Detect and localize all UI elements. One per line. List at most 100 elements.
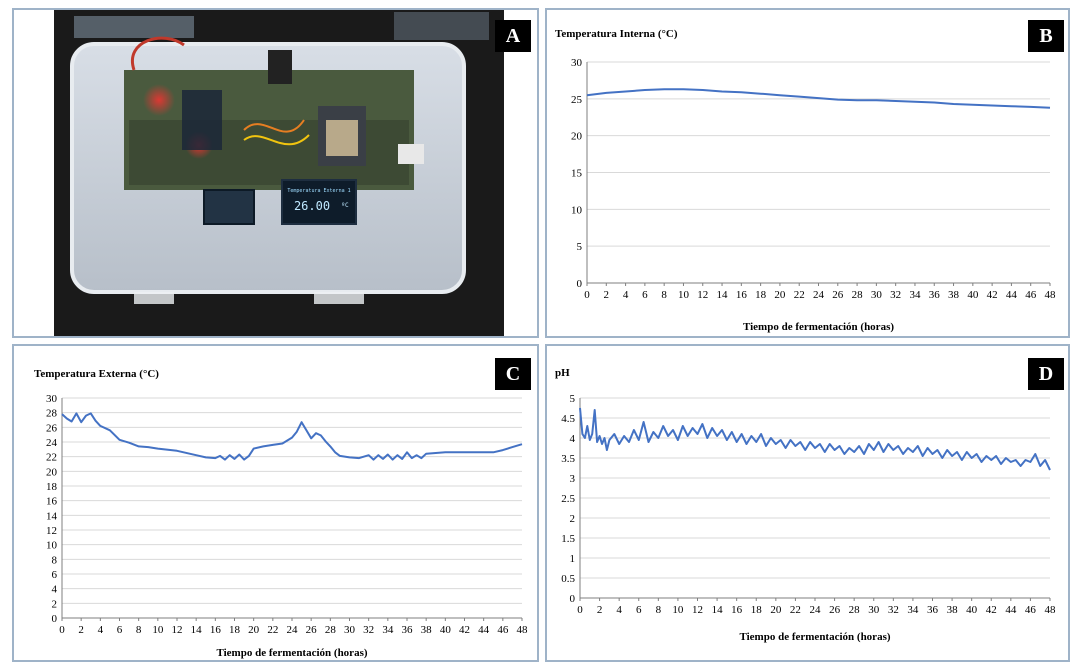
x-tick-label: 22 <box>267 624 278 636</box>
x-tick-label: 34 <box>909 289 921 301</box>
oled-display-off <box>203 189 255 225</box>
x-tick-label: 44 <box>1006 289 1018 301</box>
x-axis-label: Tiempo de fermentación (horas) <box>739 631 890 643</box>
y-tick-label: 30 <box>46 393 58 405</box>
series-line-d <box>579 407 1051 471</box>
orange-wire <box>243 119 305 133</box>
panel-b-chart: Temperatura Interna (°C) 0 5 10 15 20 25 30 0 2 4 6… <box>545 8 1070 338</box>
y-tick-label: 10 <box>571 204 583 216</box>
x-tick-label: 42 <box>459 624 470 636</box>
x-tick-label: 26 <box>306 624 318 636</box>
y-tick-label: 5 <box>577 241 583 253</box>
x-tick-label: 38 <box>948 289 960 301</box>
x-tick-label: 30 <box>871 289 883 301</box>
oled-display-on <box>281 179 357 225</box>
y-tick-label: 18 <box>46 481 58 493</box>
y-tick-label: 4.5 <box>561 413 575 425</box>
y-tick-label: 4 <box>570 433 576 445</box>
x-tick-label: 2 <box>78 624 84 636</box>
panel-c-chart: Temperatura Externa (°C) 0 2 4 6 8 10 12 14 16 18 2… <box>12 344 539 662</box>
x-tick-label: 28 <box>325 624 337 636</box>
x-tick-label: 32 <box>363 624 374 636</box>
x-tick-label: 6 <box>117 624 123 636</box>
x-tick-label: 32 <box>890 289 901 301</box>
x-tick-label: 10 <box>152 624 164 636</box>
x-tick-label: 24 <box>813 289 825 301</box>
x-tick-label: 30 <box>344 624 356 636</box>
x-tick-label: 26 <box>832 289 844 301</box>
x-tick-label: 4 <box>616 604 622 616</box>
x-tick-label: 18 <box>229 624 241 636</box>
x-tick-label: 20 <box>248 624 260 636</box>
x-tick-label: 12 <box>697 289 708 301</box>
x-tick-label: 46 <box>497 624 509 636</box>
x-tick-label: 24 <box>810 604 822 616</box>
y-tick-label: 20 <box>571 131 583 143</box>
x-tick-label: 14 <box>191 624 203 636</box>
y-tick-label: 8 <box>52 554 58 566</box>
x-tick-label: 48 <box>1045 604 1057 616</box>
display-line1: Temperatura Externa 1 <box>287 188 350 194</box>
x-tick-label: 2 <box>604 289 610 301</box>
panel-letter-c: C <box>495 358 531 390</box>
x-tick-label: 44 <box>478 624 490 636</box>
y-tick-label: 0 <box>52 613 58 625</box>
white-connector <box>398 144 424 164</box>
y-tick-label: 3.5 <box>561 453 575 465</box>
x-tick-label: 26 <box>829 604 841 616</box>
y-tick-label: 2 <box>52 598 58 610</box>
panel-d-chart: pH 0 0.5 1 1.5 2 2.5 3 3.5 4 4.5 5 0 2 4 6 8 10 12 14 16 18 20… <box>545 344 1070 662</box>
x-tick-label: 44 <box>1005 604 1017 616</box>
x-tick-label: 16 <box>736 289 748 301</box>
x-tick-label: 42 <box>987 289 998 301</box>
x-tick-label: 4 <box>623 289 629 301</box>
x-tick-label: 34 <box>907 604 919 616</box>
red-led-glow <box>143 84 175 116</box>
y-tick-label: 25 <box>571 94 583 106</box>
x-tick-label: 24 <box>287 624 299 636</box>
x-tick-label: 14 <box>717 289 729 301</box>
x-tick-label: 18 <box>751 604 763 616</box>
display-value: 26.00 <box>294 199 330 213</box>
y-tick-label: 5 <box>570 393 576 405</box>
x-tick-label: 36 <box>927 604 939 616</box>
device-photo: Temperatura Externa 1 26.00 ºC <box>54 10 504 336</box>
panel-letter-b: B <box>1028 20 1064 52</box>
esp-chip <box>326 120 358 156</box>
y-tick-label: 12 <box>46 525 57 537</box>
x-tick-label: 20 <box>770 604 782 616</box>
cable-connector <box>268 50 292 84</box>
chart-title: pH <box>555 367 570 379</box>
chart-title: Temperatura Interna (°C) <box>555 28 678 40</box>
x-tick-label: 36 <box>929 289 941 301</box>
x-tick-label: 12 <box>172 624 183 636</box>
y-tick-label: 0 <box>577 278 583 290</box>
x-tick-label: 18 <box>755 289 767 301</box>
y-tick-label: 28 <box>46 408 58 420</box>
y-tick-label: 4 <box>52 584 58 596</box>
x-tick-label: 4 <box>98 624 104 636</box>
x-tick-label: 22 <box>794 289 805 301</box>
x-tick-label: 28 <box>852 289 864 301</box>
x-tick-label: 2 <box>597 604 603 616</box>
x-tick-label: 42 <box>986 604 997 616</box>
panel-a-photo: Temperatura Externa 1 26.00 ºC A <box>12 8 539 338</box>
y-tick-label: 14 <box>46 510 58 522</box>
y-tick-label: 10 <box>46 540 58 552</box>
x-tick-label: 30 <box>868 604 880 616</box>
yellow-wire <box>243 134 310 146</box>
x-tick-label: 34 <box>382 624 394 636</box>
x-tick-label: 38 <box>947 604 959 616</box>
x-tick-label: 28 <box>849 604 861 616</box>
x-tick-label: 20 <box>774 289 786 301</box>
panel-letter-d: D <box>1028 358 1064 390</box>
x-tick-label: 36 <box>402 624 414 636</box>
x-tick-label: 46 <box>1025 604 1037 616</box>
x-tick-label: 22 <box>790 604 801 616</box>
x-tick-label: 0 <box>577 604 583 616</box>
x-tick-label: 0 <box>584 289 590 301</box>
y-tick-label: 1.5 <box>561 533 575 545</box>
series-line-c <box>61 412 523 461</box>
